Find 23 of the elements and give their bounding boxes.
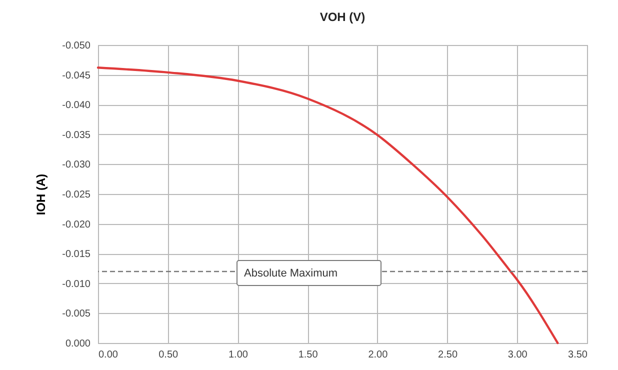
x-tick-label: 1.50 — [298, 350, 318, 360]
x-tick-label: 3.50 — [568, 350, 588, 360]
y-tick-label: -0.030 — [62, 160, 91, 171]
x-tick-label: 0.00 — [98, 350, 118, 360]
y-tick-label: -0.035 — [62, 130, 91, 141]
y-tick-label: -0.040 — [62, 100, 91, 112]
y-axis-title: IOH (A) — [34, 174, 48, 216]
x-tick-label: 0.50 — [158, 350, 179, 360]
y-tick-label: -0.020 — [62, 219, 91, 230]
y-tick-label: 0.000 — [65, 338, 91, 350]
line-series — [96, 66, 559, 344]
y-tick-label: -0.025 — [62, 190, 91, 200]
y-tick-label: -0.045 — [62, 70, 91, 82]
y-tick-label: -0.050 — [62, 40, 91, 52]
y-tick-label: -0.010 — [62, 278, 91, 290]
ref-line-label: Absolute Maximum — [244, 267, 338, 280]
chart-title: VOH (V) — [320, 10, 366, 24]
y-tick-label: -0.015 — [62, 249, 91, 260]
x-tick-label: 3.00 — [508, 350, 528, 360]
x-tick-label: 1.00 — [228, 350, 248, 360]
x-tick-label: 2.00 — [368, 350, 388, 360]
y-tick-label: -0.005 — [62, 308, 91, 320]
x-tick-label: 2.50 — [438, 350, 458, 360]
